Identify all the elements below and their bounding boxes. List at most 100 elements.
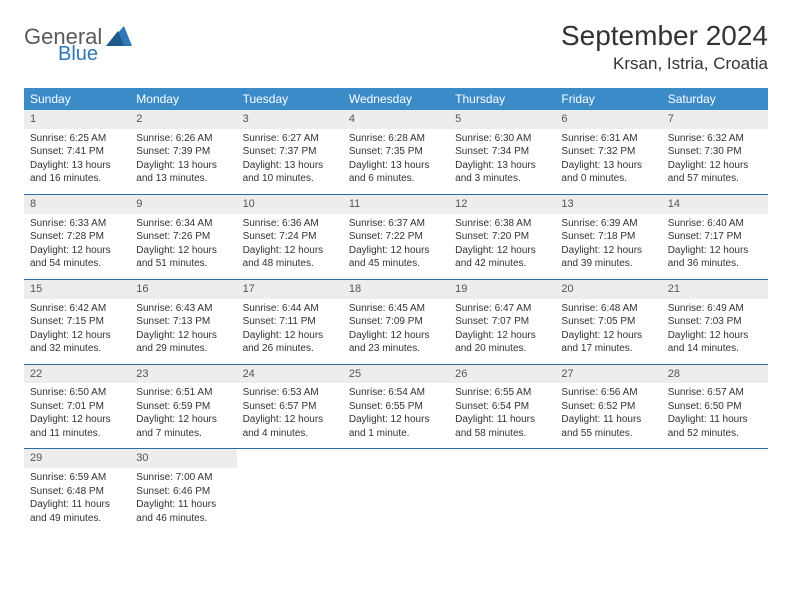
day-detail: Sunrise: 6:40 AM: [668, 217, 762, 231]
calendar-day: [555, 449, 661, 533]
day-detail: Sunrise: 6:48 AM: [561, 302, 655, 316]
day-detail: Daylight: 13 hours: [561, 159, 655, 173]
day-number: 10: [237, 195, 343, 214]
day-detail: and 3 minutes.: [455, 172, 549, 186]
calendar-day: 26Sunrise: 6:55 AMSunset: 6:54 PMDayligh…: [449, 365, 555, 449]
day-detail: and 0 minutes.: [561, 172, 655, 186]
day-detail: Sunset: 7:18 PM: [561, 230, 655, 244]
day-detail: Sunrise: 6:47 AM: [455, 302, 549, 316]
logo-triangle-icon: [106, 26, 132, 51]
calendar-day: 1Sunrise: 6:25 AMSunset: 7:41 PMDaylight…: [24, 110, 130, 194]
day-detail: Sunrise: 6:43 AM: [136, 302, 230, 316]
calendar-day: 5Sunrise: 6:30 AMSunset: 7:34 PMDaylight…: [449, 110, 555, 194]
day-detail: Sunrise: 6:54 AM: [349, 386, 443, 400]
calendar-day: [449, 449, 555, 533]
calendar-day: 6Sunrise: 6:31 AMSunset: 7:32 PMDaylight…: [555, 110, 661, 194]
day-detail: Sunrise: 6:33 AM: [30, 217, 124, 231]
day-detail: Sunrise: 6:37 AM: [349, 217, 443, 231]
day-detail: and 54 minutes.: [30, 257, 124, 271]
day-detail: Sunrise: 6:42 AM: [30, 302, 124, 316]
day-detail: Sunset: 7:20 PM: [455, 230, 549, 244]
day-detail: and 58 minutes.: [455, 427, 549, 441]
calendar-day: 18Sunrise: 6:45 AMSunset: 7:09 PMDayligh…: [343, 280, 449, 364]
day-detail: Daylight: 13 hours: [243, 159, 337, 173]
day-detail: Daylight: 12 hours: [349, 329, 443, 343]
calendar-day: 10Sunrise: 6:36 AMSunset: 7:24 PMDayligh…: [237, 195, 343, 279]
day-detail: Daylight: 12 hours: [455, 244, 549, 258]
calendar-day: 21Sunrise: 6:49 AMSunset: 7:03 PMDayligh…: [662, 280, 768, 364]
day-detail: Sunrise: 6:25 AM: [30, 132, 124, 146]
day-detail: Sunrise: 6:57 AM: [668, 386, 762, 400]
day-detail: and 6 minutes.: [349, 172, 443, 186]
calendar-day: [237, 449, 343, 533]
day-detail: Daylight: 12 hours: [30, 413, 124, 427]
day-detail: Daylight: 12 hours: [349, 413, 443, 427]
day-detail: and 29 minutes.: [136, 342, 230, 356]
day-detail: Sunset: 7:01 PM: [30, 400, 124, 414]
day-detail: and 55 minutes.: [561, 427, 655, 441]
day-detail: and 39 minutes.: [561, 257, 655, 271]
day-number: 17: [237, 280, 343, 299]
day-detail: and 32 minutes.: [30, 342, 124, 356]
calendar: SundayMondayTuesdayWednesdayThursdayFrid…: [24, 88, 768, 533]
day-detail: Daylight: 12 hours: [349, 244, 443, 258]
day-detail: Sunrise: 6:39 AM: [561, 217, 655, 231]
day-detail: Sunrise: 6:50 AM: [30, 386, 124, 400]
day-detail: Daylight: 12 hours: [243, 244, 337, 258]
calendar-day: 11Sunrise: 6:37 AMSunset: 7:22 PMDayligh…: [343, 195, 449, 279]
day-detail: Daylight: 12 hours: [561, 329, 655, 343]
day-number: 23: [130, 365, 236, 384]
day-number: 14: [662, 195, 768, 214]
day-number: 30: [130, 449, 236, 468]
day-detail: Sunset: 7:30 PM: [668, 145, 762, 159]
day-detail: and 26 minutes.: [243, 342, 337, 356]
calendar-day: 14Sunrise: 6:40 AMSunset: 7:17 PMDayligh…: [662, 195, 768, 279]
calendar-day: 23Sunrise: 6:51 AMSunset: 6:59 PMDayligh…: [130, 365, 236, 449]
day-detail: Sunset: 7:17 PM: [668, 230, 762, 244]
header: General Blue September 2024 Krsan, Istri…: [24, 20, 768, 74]
day-detail: and 36 minutes.: [668, 257, 762, 271]
location: Krsan, Istria, Croatia: [561, 54, 768, 74]
day-detail: and 46 minutes.: [136, 512, 230, 526]
day-detail: Sunrise: 6:30 AM: [455, 132, 549, 146]
day-detail: Daylight: 11 hours: [30, 498, 124, 512]
day-detail: Sunrise: 6:26 AM: [136, 132, 230, 146]
calendar-day: 27Sunrise: 6:56 AMSunset: 6:52 PMDayligh…: [555, 365, 661, 449]
day-detail: Sunrise: 6:28 AM: [349, 132, 443, 146]
day-detail: Sunset: 7:26 PM: [136, 230, 230, 244]
day-detail: Daylight: 11 hours: [561, 413, 655, 427]
calendar-week: 29Sunrise: 6:59 AMSunset: 6:48 PMDayligh…: [24, 448, 768, 533]
day-detail: and 4 minutes.: [243, 427, 337, 441]
day-detail: Daylight: 12 hours: [136, 329, 230, 343]
day-number: 24: [237, 365, 343, 384]
day-detail: and 20 minutes.: [455, 342, 549, 356]
day-detail: Daylight: 11 hours: [136, 498, 230, 512]
day-detail: Daylight: 11 hours: [455, 413, 549, 427]
day-detail: Sunset: 7:28 PM: [30, 230, 124, 244]
month-title: September 2024: [561, 20, 768, 52]
day-detail: Daylight: 12 hours: [668, 159, 762, 173]
calendar-day: 16Sunrise: 6:43 AMSunset: 7:13 PMDayligh…: [130, 280, 236, 364]
day-detail: Daylight: 12 hours: [561, 244, 655, 258]
day-detail: Sunrise: 6:56 AM: [561, 386, 655, 400]
day-detail: Sunset: 7:03 PM: [668, 315, 762, 329]
day-detail: Sunset: 7:37 PM: [243, 145, 337, 159]
day-detail: Sunrise: 6:44 AM: [243, 302, 337, 316]
day-detail: Sunrise: 6:49 AM: [668, 302, 762, 316]
weekday-header: Tuesday: [237, 88, 343, 110]
weekday-header: Monday: [130, 88, 236, 110]
day-detail: Sunset: 7:39 PM: [136, 145, 230, 159]
day-number: 7: [662, 110, 768, 129]
day-detail: Daylight: 12 hours: [30, 244, 124, 258]
day-detail: and 23 minutes.: [349, 342, 443, 356]
calendar-day: 15Sunrise: 6:42 AMSunset: 7:15 PMDayligh…: [24, 280, 130, 364]
day-detail: Sunrise: 6:36 AM: [243, 217, 337, 231]
day-number: 8: [24, 195, 130, 214]
day-detail: and 7 minutes.: [136, 427, 230, 441]
weekday-header: Thursday: [449, 88, 555, 110]
weekday-header: Sunday: [24, 88, 130, 110]
calendar-day: 9Sunrise: 6:34 AMSunset: 7:26 PMDaylight…: [130, 195, 236, 279]
day-detail: Sunset: 7:11 PM: [243, 315, 337, 329]
day-number: 28: [662, 365, 768, 384]
day-number: 9: [130, 195, 236, 214]
